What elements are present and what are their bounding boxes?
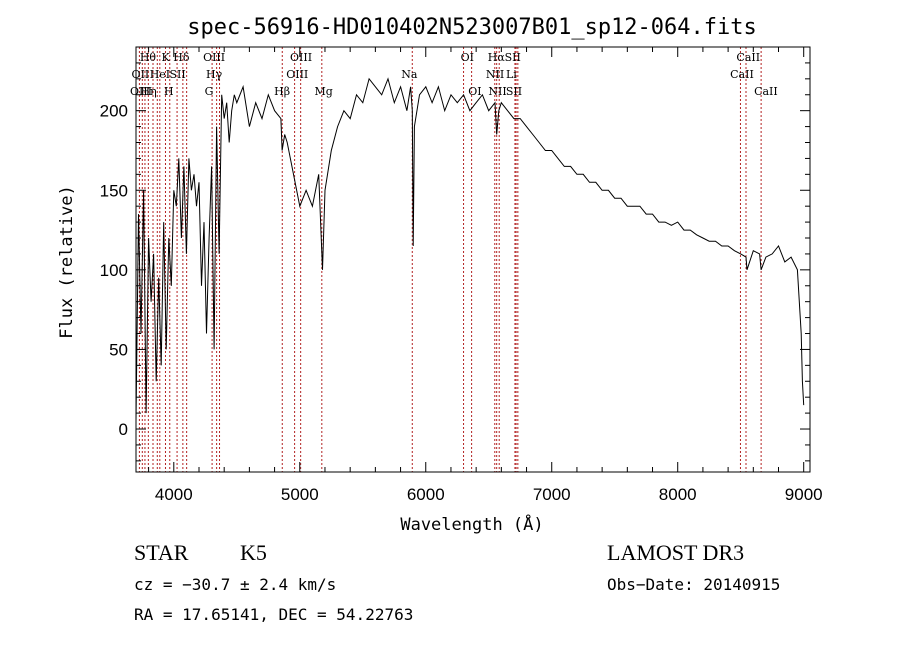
- line-label: H: [164, 85, 174, 98]
- line-label: NII: [488, 85, 506, 98]
- line-label: OI: [468, 85, 481, 98]
- line-label: CaII: [754, 85, 778, 98]
- line-label: OIII: [290, 51, 312, 64]
- x-tick-label: 5000: [281, 485, 319, 504]
- line-label: K: [161, 51, 170, 64]
- y-tick-label: 100: [100, 261, 128, 280]
- plot-frame: [135, 46, 811, 473]
- x-tick-label: 7000: [533, 485, 571, 504]
- line-label: SII: [506, 85, 522, 98]
- line-label: OIII: [203, 51, 225, 64]
- line-label: Hδ: [173, 51, 190, 64]
- x-tick-label: 8000: [659, 485, 697, 504]
- line-label: HeI: [150, 68, 170, 81]
- y-tick-label: 50: [109, 340, 128, 359]
- y-tick-label: 0: [119, 420, 128, 439]
- line-label: Hη: [141, 85, 157, 98]
- line-label: Hβ: [274, 85, 290, 98]
- y-tick-label: 150: [100, 181, 128, 200]
- line-label: OI: [461, 51, 474, 64]
- chart-title: spec-56916-HD010402N523007B01_sp12-064.f…: [187, 15, 757, 40]
- line-label: Na: [401, 68, 418, 81]
- line-label: CaII: [736, 51, 760, 64]
- x-axis-label: Wavelength (Å): [400, 513, 543, 535]
- x-tick-label: 9000: [785, 485, 823, 504]
- y-axis-label: Flux (relative): [57, 185, 77, 339]
- spectral-line-markers: [138, 47, 762, 472]
- line-label: Mg: [315, 85, 333, 98]
- object-class: STAR: [134, 540, 189, 565]
- y-axis: 0 50 100 150 200: [100, 62, 810, 462]
- line-label: G: [205, 85, 214, 98]
- line-label: CaII: [730, 68, 754, 81]
- line-label: Hα: [488, 51, 506, 64]
- line-label: NII: [486, 68, 504, 81]
- line-label: Hθ: [140, 51, 157, 64]
- y-tick-label: 200: [100, 102, 128, 121]
- line-label: OIII: [286, 68, 308, 81]
- coordinates: RA = 17.65141, DEC = 54.22763: [134, 605, 414, 624]
- flux-series-line: [135, 77, 805, 422]
- line-label: SII: [505, 51, 521, 64]
- x-axis: 4000 5000 6000 7000 8000 9000: [148, 47, 823, 504]
- observation-date: Obs−Date: 20140915: [607, 575, 781, 594]
- object-subclass: K5: [240, 540, 267, 565]
- line-label: SII: [169, 68, 185, 81]
- x-tick-label: 6000: [407, 485, 445, 504]
- line-label: Li: [506, 68, 517, 81]
- line-label: Hγ: [206, 68, 223, 81]
- survey-name: LAMOST DR3: [607, 540, 745, 565]
- redshift-cz: cz = −30.7 ± 2.4 km/s: [134, 575, 337, 594]
- x-tick-label: 4000: [155, 485, 193, 504]
